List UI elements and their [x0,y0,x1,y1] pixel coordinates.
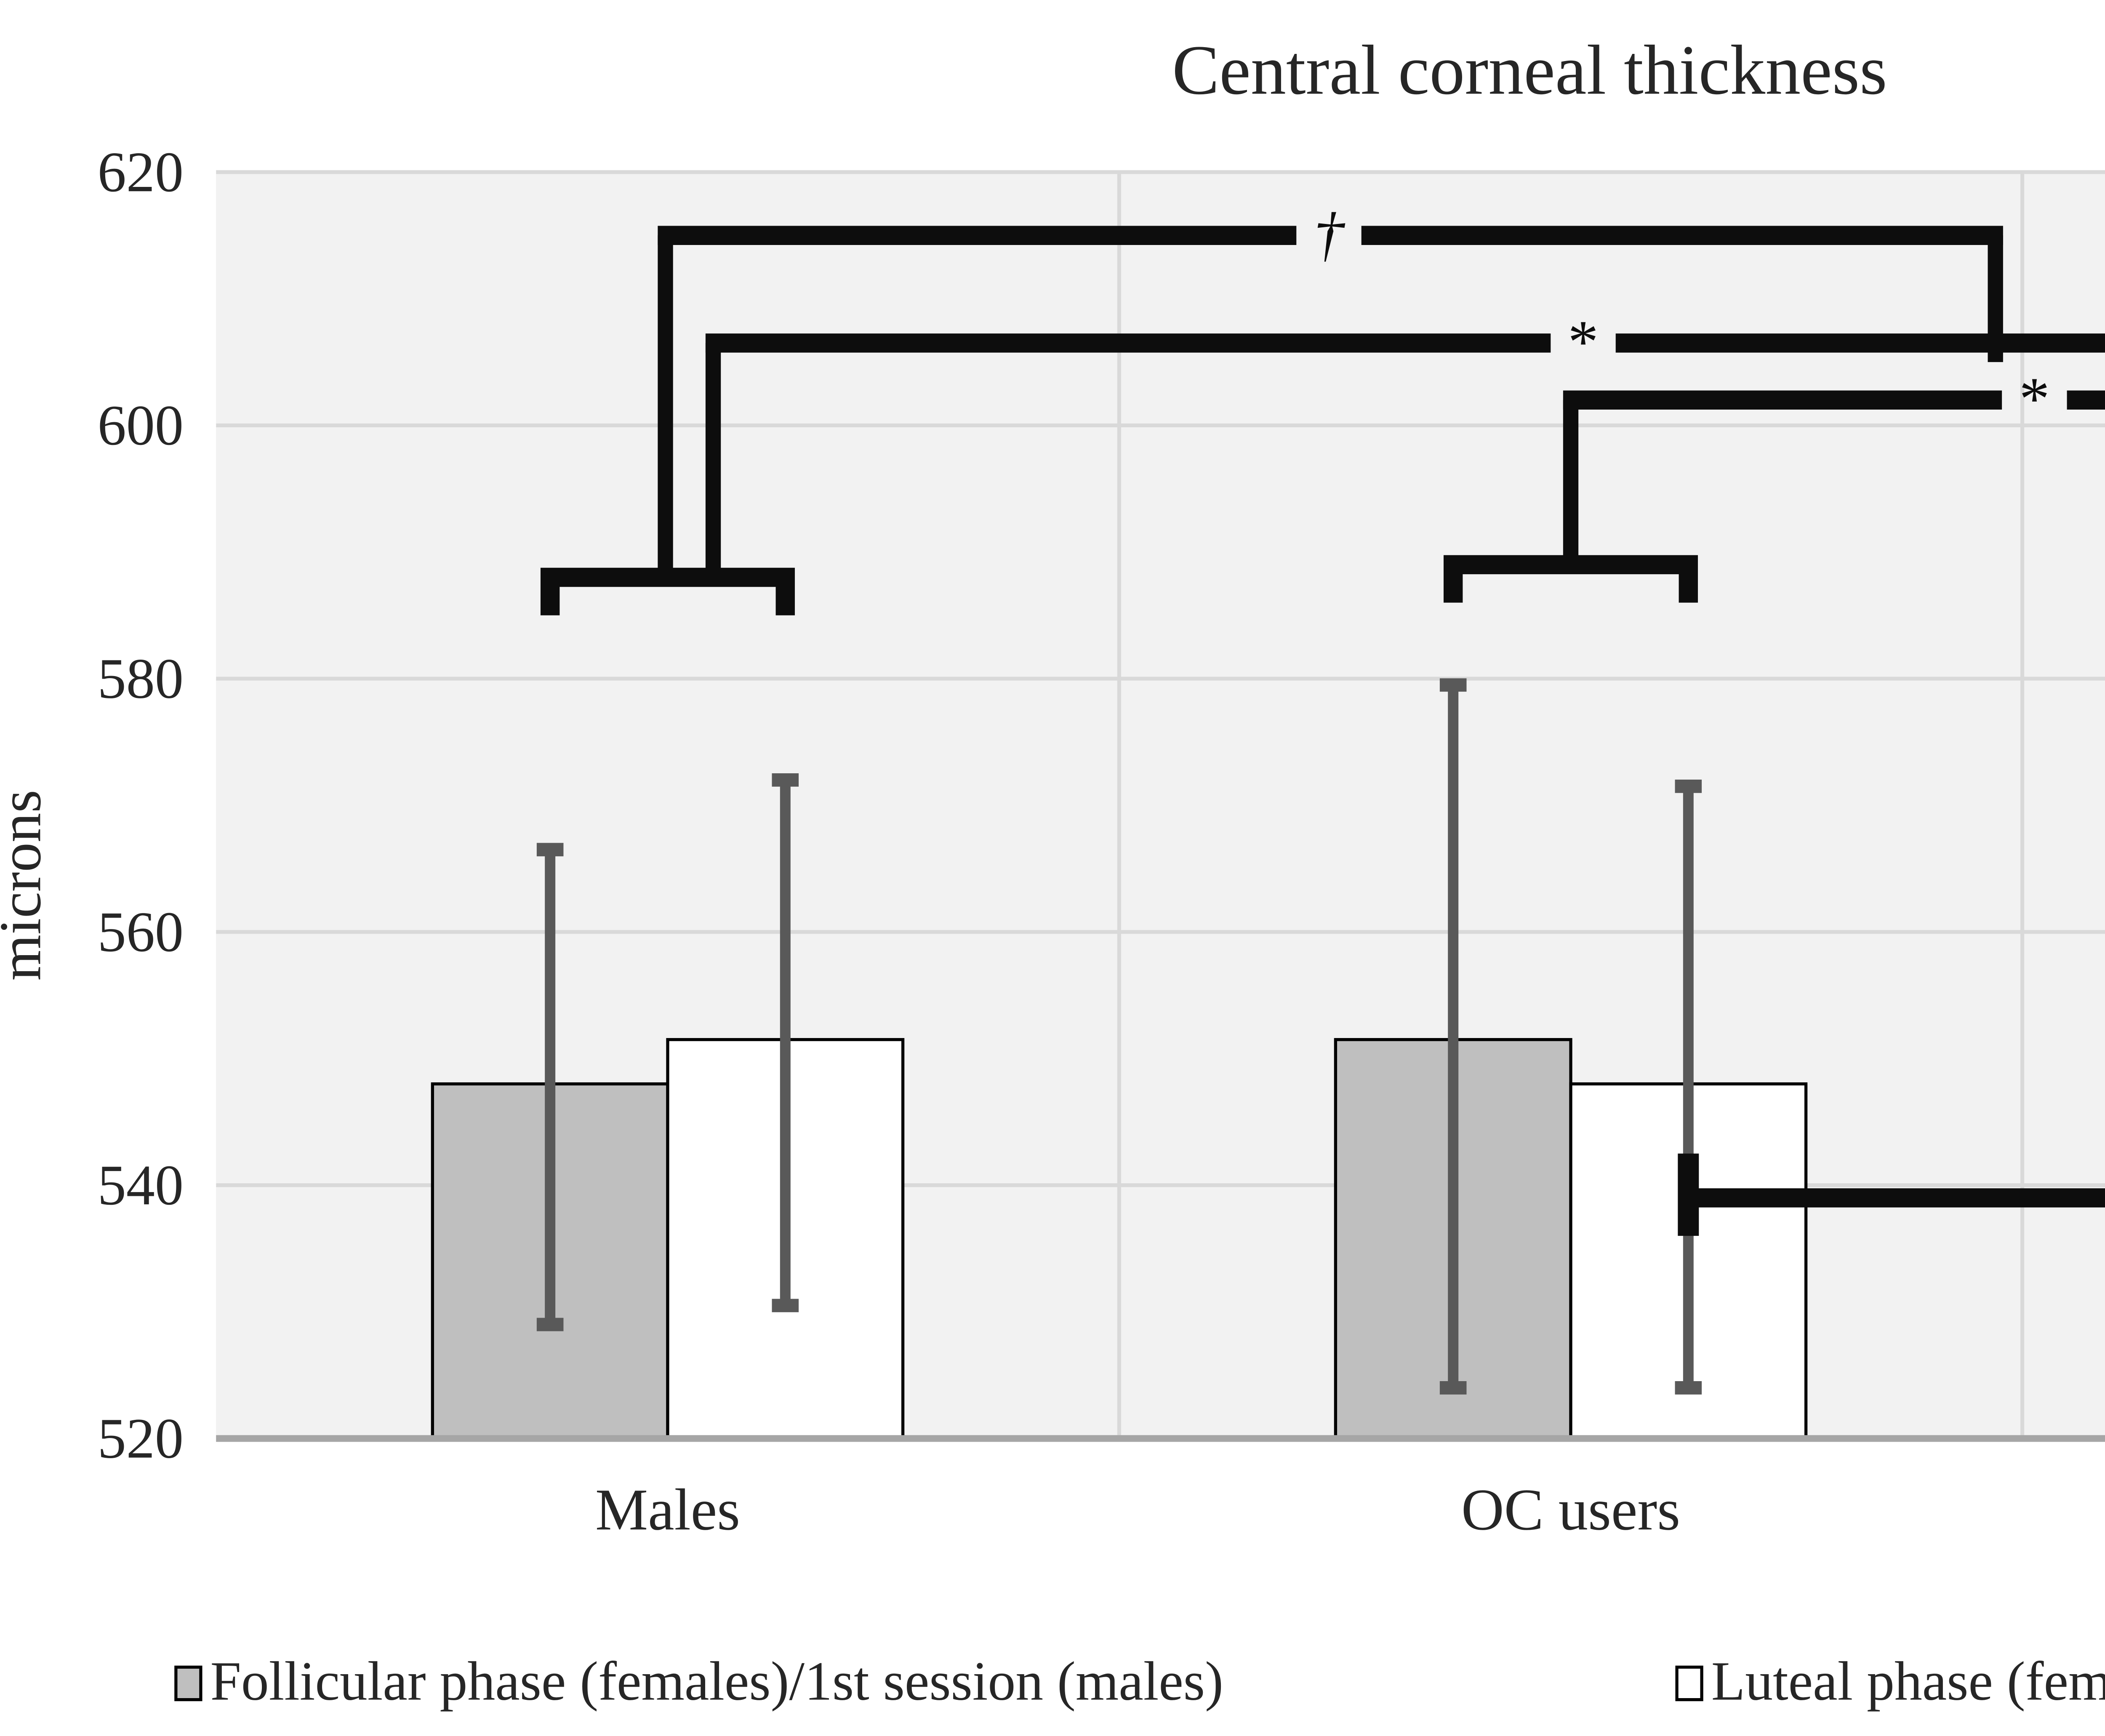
sig-group-bracket-oc-users [1443,555,1698,603]
sig-symbol-3: * [2019,365,2050,433]
legend-swatch-luteal [1675,1665,1703,1701]
x-category-label-males: Males [595,1477,740,1542]
legend-label-follicular: Follicular phase (females)/1st session (… [210,1651,1223,1712]
sig-symbol-1: † [1314,200,1346,268]
y-tick-label-540: 540 [98,1154,184,1217]
y-tick-label-620: 620 [98,141,184,204]
y-tick-label-520: 520 [98,1407,184,1470]
legend: Follicular phase (females)/1st session (… [174,1651,2105,1712]
legend-swatch-follicular [174,1665,203,1701]
chart-title: Central corneal thickness [1172,31,1887,109]
y-tick-label-580: 580 [98,647,184,711]
y-tick-label-560: 560 [98,900,184,964]
sig-symbol-2: * [1568,308,1599,375]
error-bars [536,678,1702,1395]
y-axis-tick-labels: 520 540 560 580 600 620 [98,141,184,1470]
significance-brackets: †*** [540,200,2105,1236]
legend-label-luteal: Luteal phase (females)/2nd session (male… [1711,1651,2105,1712]
y-axis-title: microns [0,790,53,981]
y-tick-label-600: 600 [98,394,184,457]
x-category-label-oc-users: OC users [1461,1477,1680,1542]
